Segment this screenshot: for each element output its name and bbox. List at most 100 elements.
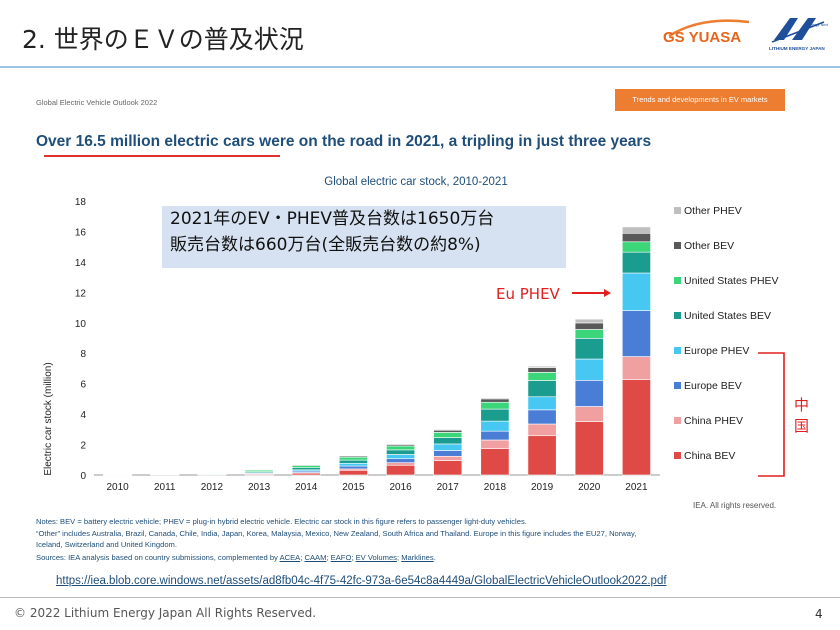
bar-europe-bev-2021	[621, 310, 651, 357]
bar-united-states-bev-2014	[291, 467, 321, 471]
bar-china-bev-2016	[386, 464, 416, 476]
note-line-1: Notes: BEV = battery electric vehicle; P…	[36, 517, 527, 526]
bar-united-states-phev-2016	[386, 445, 416, 451]
ev-stock-chart: Global electric car stock, 2010-2021 Ele…	[43, 176, 785, 493]
chart-title: Global electric car stock, 2010-2021	[324, 176, 507, 188]
chart-legend: Other PHEV Other BEV United States PHEV Uni…	[674, 205, 779, 462]
source-link-caam[interactable]: CAAM	[304, 553, 327, 562]
bar-europe-bev-2018	[480, 430, 510, 441]
annotation-overlays	[572, 289, 785, 477]
x-tick-label-2010: 2010	[106, 482, 129, 493]
bar-united-states-phev-2020	[574, 329, 604, 339]
sources-line: Sources: IEA analysis based on country s…	[36, 553, 436, 562]
bar-united-states-bev-2016	[386, 449, 416, 455]
lej-logo-swoosh	[771, 21, 825, 43]
copyright-footer: © 2022 Lithium Energy Japan All Rights R…	[14, 606, 317, 620]
legend-label-china-bev: China BEV	[684, 450, 735, 462]
eu-phev-arrowhead	[604, 289, 611, 297]
gs-yuasa-swoosh	[668, 19, 750, 38]
bar-europe-phev-2021	[621, 272, 651, 311]
bar-china-bev-2021	[621, 379, 651, 476]
legend-label-other-bev: Other BEV	[684, 240, 734, 252]
eu-phev-annotation: Eu PHEV	[496, 285, 560, 303]
bar-united-states-phev-2014	[291, 465, 321, 468]
legend-label-china-phev: China PHEV	[684, 415, 743, 427]
bar-united-states-phev-2021	[621, 241, 651, 253]
legend-swatch-other-phev	[674, 207, 681, 214]
source-link-ev-volumes[interactable]: EV Volumes	[355, 553, 397, 562]
callout-line-1: 2021年のEV・PHEV普及台数は1650万台	[170, 209, 495, 229]
bar-other-phev-2021	[621, 226, 651, 234]
bar-other-bev-2017	[433, 429, 463, 433]
sources-prefix: Sources: IEA analysis based on country s…	[36, 553, 280, 562]
chart-headline: Over 16.5 million electric cars were on …	[36, 133, 652, 150]
bar-other-phev-2013	[244, 468, 274, 470]
bar-europe-phev-2018	[480, 420, 510, 432]
legend-swatch-united-states-bev	[674, 312, 681, 319]
legend-swatch-other-bev	[674, 242, 681, 249]
report-url-link[interactable]: https://iea.blob.core.windows.net/assets…	[56, 575, 667, 587]
bar-china-bev-2020	[574, 421, 604, 476]
bar-other-phev-2020	[574, 318, 604, 324]
y-tick-label-2: 2	[80, 441, 86, 452]
bar-europe-phev-2017	[433, 443, 463, 451]
trends-badge: Trends and developments in EV markets	[615, 89, 785, 111]
bar-united-states-bev-2021	[621, 251, 651, 274]
china-annotation: 中国	[794, 396, 810, 435]
bar-united-states-bev-2020	[574, 338, 604, 360]
x-tick-label-2019: 2019	[531, 482, 554, 493]
bar-other-phev-2015	[338, 455, 368, 457]
source-link-eafo[interactable]: EAFO	[330, 553, 352, 562]
iea-credit: IEA. All rights reserved.	[693, 501, 777, 510]
bar-other-phev-2012	[197, 471, 227, 474]
bar-united-states-bev-2015	[338, 459, 368, 464]
bar-other-phev-2016	[386, 443, 416, 445]
x-tick-label-2020: 2020	[578, 482, 601, 493]
legend-swatch-europe-phev	[674, 347, 681, 354]
bar-united-states-bev-2018	[480, 408, 510, 422]
gs-yuasa-logo: GS YUASA	[663, 19, 750, 46]
bar-other-phev-2018	[480, 397, 510, 400]
bar-china-bev-2017	[433, 460, 463, 476]
headline-underline	[44, 155, 280, 157]
bar-united-states-bev-2019	[527, 380, 557, 398]
x-tick-label-2018: 2018	[484, 482, 507, 493]
bar-europe-phev-2016	[386, 454, 416, 460]
bar-other-bev-2019	[527, 367, 557, 373]
lej-logo-text: LITHIUM ENERGY JAPAN	[769, 46, 825, 51]
y-axis: 0 2 4 6 8 10 12 14 16 18	[75, 197, 87, 482]
report-source-line: Global Electric Vehicle Outlook 2022	[36, 98, 158, 107]
sources-suffix: .	[433, 553, 436, 562]
bar-china-bev-2018	[480, 448, 510, 476]
bar-china-phev-2018	[480, 439, 510, 449]
page-number: 4	[815, 607, 823, 621]
y-tick-label-18: 18	[75, 197, 87, 208]
bar-china-phev-2019	[527, 423, 557, 437]
lej-logo-mark	[774, 18, 816, 40]
y-tick-label-4: 4	[80, 410, 86, 421]
bar-europe-bev-2020	[574, 380, 604, 407]
source-link-acea[interactable]: ACEA	[279, 553, 301, 562]
lej-logo-tagline: Energy. Next	[808, 23, 828, 27]
bar-united-states-phev-2019	[527, 372, 557, 381]
bar-other-bev-2021	[621, 232, 651, 243]
legend-swatch-united-states-phev	[674, 277, 681, 284]
bar-china-bev-2015	[338, 469, 368, 476]
bar-europe-bev-2019	[527, 409, 557, 425]
bar-europe-bev-2016	[386, 458, 416, 463]
bar-united-states-phev-2018	[480, 401, 510, 410]
title-divider	[0, 66, 840, 68]
y-tick-label-14: 14	[75, 258, 87, 269]
gs-yuasa-logo-text: GS YUASA	[663, 29, 741, 46]
source-link-marklines[interactable]: Marklines	[401, 553, 434, 562]
legend-label-europe-bev: Europe BEV	[684, 380, 742, 392]
lithium-energy-japan-logo: Energy. Next LITHIUM ENERGY JAPAN	[769, 18, 828, 51]
bar-china-phev-2021	[621, 356, 651, 380]
y-tick-label-6: 6	[80, 380, 86, 391]
bar-china-phev-2016	[386, 462, 416, 466]
y-tick-label-12: 12	[75, 288, 87, 299]
bar-united-states-phev-2015	[338, 456, 368, 461]
bar-other-phev-2019	[527, 365, 557, 368]
x-tick-label-2021: 2021	[625, 482, 648, 493]
x-tick-label-2012: 2012	[201, 482, 224, 493]
